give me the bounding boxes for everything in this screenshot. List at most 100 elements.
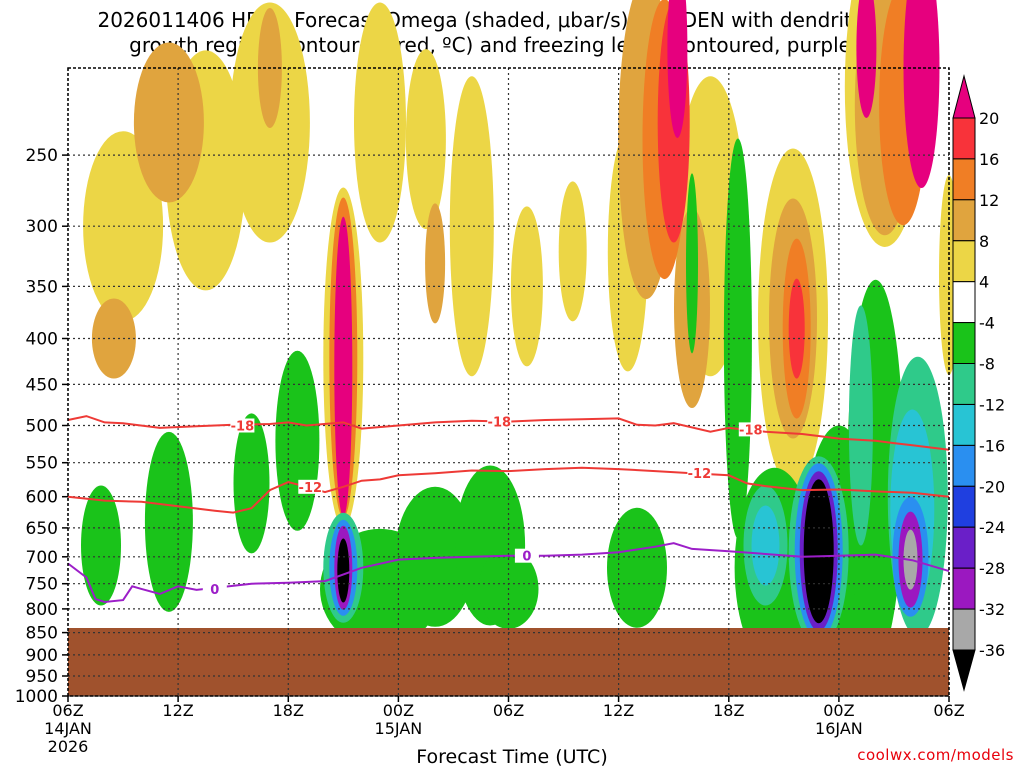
- colorbar-label: 8: [979, 232, 989, 251]
- colorbar-bottom-arrow: [952, 649, 976, 692]
- omega-descent-area: [788, 278, 805, 379]
- colorbar-segment: [952, 526, 976, 569]
- y-tick-label: 450: [26, 375, 58, 395]
- omega-ascent-area: [607, 507, 667, 628]
- x-tick-label: 06Z: [52, 701, 83, 720]
- contour-label-minus18: -18: [488, 416, 512, 431]
- x-tick-date: 14JAN: [44, 719, 92, 738]
- omega-descent-area: [133, 42, 204, 203]
- chart-title-line1: 2026011406 HRRR Forecast Omega (shaded, …: [97, 8, 927, 32]
- y-tick-label: 700: [26, 548, 58, 568]
- omega-descent-area: [425, 203, 446, 324]
- omega-ascent-area: [81, 485, 121, 606]
- omega-ascent-area: [848, 305, 873, 546]
- x-tick-label: 06Z: [493, 701, 524, 720]
- contour-label-minus12: -12: [688, 467, 712, 482]
- contour-label-minus12-bg: [298, 479, 323, 494]
- contour-dendritic-minus12: [67, 466, 950, 514]
- y-tick-label: 1000: [15, 687, 58, 707]
- omega-ascent-area: [686, 173, 698, 354]
- omega-ascent-core: [337, 538, 350, 603]
- contour-label-minus12-bg: [687, 466, 712, 481]
- y-tick-label: 950: [26, 667, 58, 687]
- x-tick-label: 18Z: [273, 701, 304, 720]
- omega-descent-area: [903, 0, 940, 188]
- colorbar-segment: [952, 322, 976, 365]
- omega-descent-area: [667, 0, 688, 138]
- contour-label-zero-bg: [514, 548, 539, 563]
- y-tick-label: 800: [26, 600, 58, 620]
- y-tick-label: 650: [26, 519, 58, 539]
- omega-descent-area: [558, 181, 587, 322]
- x-tick-label: 06Z: [933, 701, 964, 720]
- omega-descent-core: [334, 216, 353, 517]
- omega-ascent-area: [233, 413, 270, 554]
- omega-ascent-area: [723, 138, 752, 539]
- colorbar-label: 12: [979, 191, 999, 210]
- colorbar-label: -28: [979, 559, 1005, 578]
- x-tick-date: 16JAN: [815, 719, 863, 738]
- omega-descent-area: [354, 2, 406, 243]
- y-tick-label: 750: [26, 575, 58, 595]
- contour-label-minus18: -18: [231, 420, 255, 435]
- x-tick-label: 18Z: [713, 701, 744, 720]
- colorbar-segment: [952, 117, 976, 160]
- x-tick-label: 00Z: [823, 701, 854, 720]
- omega-descent-area: [449, 76, 494, 377]
- omega-ascent-area: [275, 350, 320, 531]
- x-tick-label: 00Z: [383, 701, 414, 720]
- colorbar-segment: [952, 281, 976, 324]
- omega-descent-area: [405, 49, 446, 230]
- omega-ascent-area: [144, 431, 193, 612]
- credit-link[interactable]: coolwx.com/models: [857, 746, 1014, 764]
- colorbar-label: -32: [979, 600, 1005, 619]
- colorbar-label: -8: [979, 355, 995, 374]
- omega-ascent-area: [751, 505, 780, 586]
- colorbar-segment: [952, 158, 976, 201]
- y-axis: 2503003504004505005506006507007508008509…: [15, 146, 68, 707]
- colorbar-label: 20: [979, 109, 999, 128]
- y-tick-label: 550: [26, 454, 58, 474]
- colorbar-label: -12: [979, 396, 1005, 415]
- contour-label-zero: 0: [522, 550, 531, 565]
- contour-dendritic-minus18: [67, 415, 950, 451]
- omega-descent-area: [856, 0, 877, 118]
- colorbar-label: -4: [979, 314, 995, 333]
- colorbar-segment: [952, 567, 976, 610]
- colorbar-label: -24: [979, 518, 1005, 537]
- y-tick-label: 600: [26, 488, 58, 508]
- colorbar-segment: [952, 240, 976, 283]
- y-tick-label: 850: [26, 624, 58, 644]
- contour-label-minus18: -18: [739, 423, 763, 438]
- y-tick-label: 300: [26, 217, 58, 237]
- y-tick-label: 400: [26, 330, 58, 350]
- y-tick-label: 500: [26, 417, 58, 437]
- plot-frame: [67, 67, 950, 697]
- colorbar-segment: [952, 199, 976, 242]
- contour-freezing-level-0: [67, 542, 950, 604]
- contour-label-zero-bg: [202, 581, 227, 596]
- colorbar-label: -36: [979, 641, 1005, 660]
- contour-label-minus12: -12: [299, 481, 323, 496]
- x-axis-title: Forecast Time (UTC): [416, 746, 608, 768]
- x-tick-year: 2026: [48, 737, 89, 756]
- contour-label-minus18-bg: [230, 418, 255, 433]
- colorbar-label: 16: [979, 150, 999, 169]
- colorbar: 20 16 12 8 4 -4 -8 -12 -16 -20 -24 -28 -32 -36: [952, 74, 1005, 692]
- y-tick-label: 900: [26, 646, 58, 666]
- colorbar-segment: [952, 444, 976, 487]
- omega-ascent-area: [395, 486, 476, 627]
- colorbar-top-arrow: [952, 74, 976, 119]
- colorbar-segment: [952, 608, 976, 651]
- colorbar-label: -16: [979, 436, 1005, 455]
- contour-label-minus18-bg: [487, 414, 512, 429]
- colorbar-segment: [952, 363, 976, 405]
- omega-shaded-field: [81, 0, 959, 668]
- omega-ascent-core: [803, 479, 834, 624]
- contour-label-minus18-bg: [738, 422, 763, 437]
- colorbar-label: -20: [979, 477, 1005, 496]
- contour-label-zero: 0: [210, 583, 219, 598]
- y-tick-label: 350: [26, 277, 58, 297]
